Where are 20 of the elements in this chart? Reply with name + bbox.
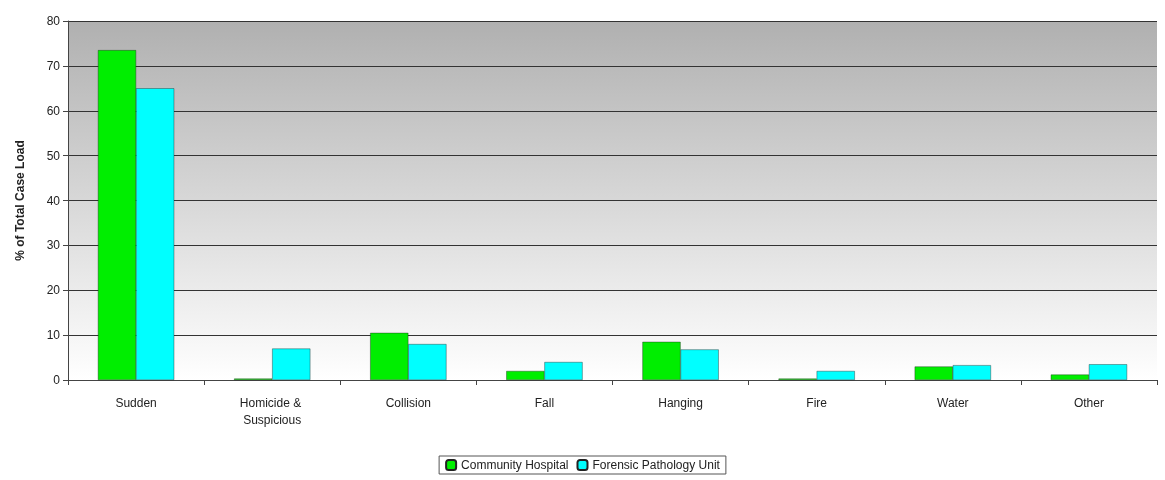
y-tick-label: 30 [46, 238, 61, 253]
y-tick-label: 10 [46, 328, 61, 343]
x-tick-label: Sudden [115, 395, 157, 410]
x-tick-label: Fall [534, 395, 555, 410]
x-tick-label: Fire [806, 395, 828, 410]
x-tick-label: Other [1073, 395, 1104, 410]
y-tick-label: 60 [46, 103, 61, 118]
y-tick-label: 50 [46, 148, 61, 163]
x-tick-label: Water [937, 395, 969, 410]
y-tick-label: 70 [46, 58, 61, 73]
y-tick-label: 20 [46, 283, 61, 298]
x-tick-label: Homicide & Suspicious [239, 395, 305, 427]
y-axis-title: % of Total Case Load [13, 140, 27, 261]
x-tick-label: Hanging [658, 395, 703, 410]
legend-label: Community Hospital [461, 458, 569, 472]
y-tick-label: 0 [53, 373, 61, 387]
legend-label: Forensic Pathology Unit [592, 458, 721, 472]
y-tick-label: 40 [46, 193, 61, 208]
y-tick-label: 80 [46, 14, 61, 28]
x-tick-label: Collision [385, 395, 431, 410]
